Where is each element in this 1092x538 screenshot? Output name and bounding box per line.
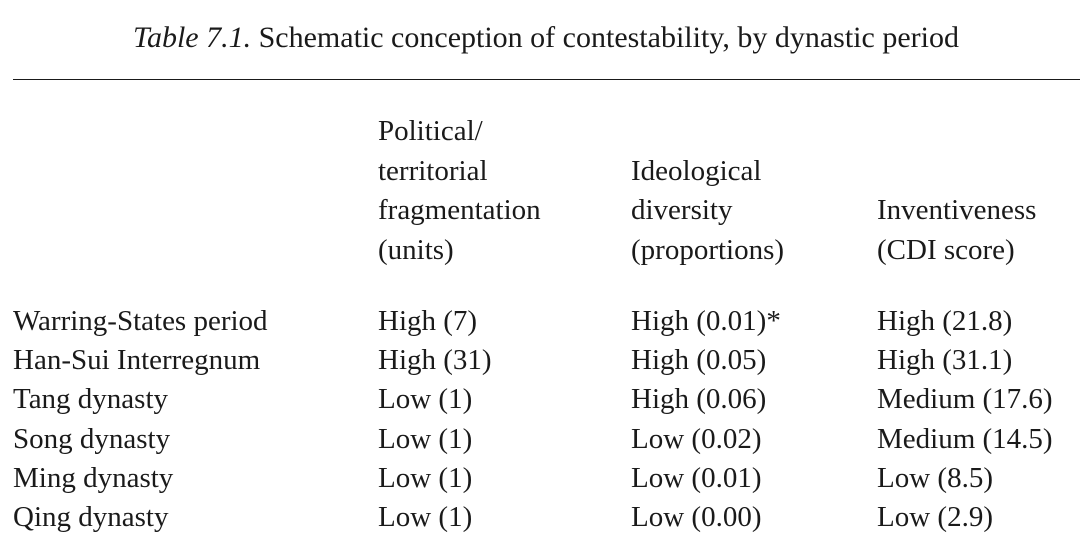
row-fragmentation: Low (1)	[378, 423, 473, 455]
row-fragmentation: Low (1)	[378, 383, 473, 415]
column-header-fragmentation: Political/ territorial fragmentation (un…	[378, 115, 541, 266]
table-caption: Table 7.1. Schematic conception of conte…	[0, 18, 1092, 58]
row-inventiveness: Low (2.9)	[877, 501, 993, 533]
row-period: Song dynasty	[13, 423, 171, 455]
row-ideological-diversity: High (0.01)*	[631, 305, 781, 337]
row-ideological-diversity: High (0.06)	[631, 383, 767, 415]
table-title: Schematic conception of contestability, …	[251, 21, 959, 54]
row-period: Qing dynasty	[13, 501, 169, 533]
row-period: Tang dynasty	[13, 383, 169, 415]
row-fragmentation: Low (1)	[378, 462, 473, 494]
table-row: Ming dynasty Low (1) Low (0.01) Low (8.5…	[0, 459, 1092, 499]
column-header-ideological-diversity: Ideological diversity (proportions)	[631, 154, 785, 266]
table-number: Table 7.1.	[133, 21, 252, 54]
table-row: Song dynasty Low (1) Low (0.02) Medium (…	[0, 420, 1092, 460]
table-row: Qing dynasty Low (1) Low (0.00) Low (2.9…	[0, 498, 1092, 538]
row-fragmentation: High (7)	[378, 305, 478, 337]
table-row: Warring-States period High (7) High (0.0…	[0, 302, 1092, 342]
row-period: Han-Sui Interregnum	[13, 344, 261, 376]
row-ideological-diversity: Low (0.00)	[631, 501, 762, 533]
table-row: Tang dynasty Low (1) High (0.06) Medium …	[0, 380, 1092, 420]
row-inventiveness: Low (8.5)	[877, 462, 993, 494]
column-header-inventiveness: Inventiveness (CDI score)	[877, 194, 1037, 266]
top-rule	[13, 79, 1080, 80]
row-inventiveness: High (31.1)	[877, 344, 1013, 376]
row-inventiveness: Medium (14.5)	[877, 423, 1053, 455]
row-period: Warring-States period	[13, 305, 268, 337]
row-fragmentation: High (31)	[378, 344, 492, 376]
row-period: Ming dynasty	[13, 462, 174, 494]
row-inventiveness: High (21.8)	[877, 305, 1013, 337]
row-ideological-diversity: High (0.05)	[631, 344, 767, 376]
row-inventiveness: Medium (17.6)	[877, 383, 1053, 415]
row-ideological-diversity: Low (0.01)	[631, 462, 762, 494]
row-fragmentation: Low (1)	[378, 501, 473, 533]
table-row: Han-Sui Interregnum High (31) High (0.05…	[0, 341, 1092, 381]
row-ideological-diversity: Low (0.02)	[631, 423, 762, 455]
